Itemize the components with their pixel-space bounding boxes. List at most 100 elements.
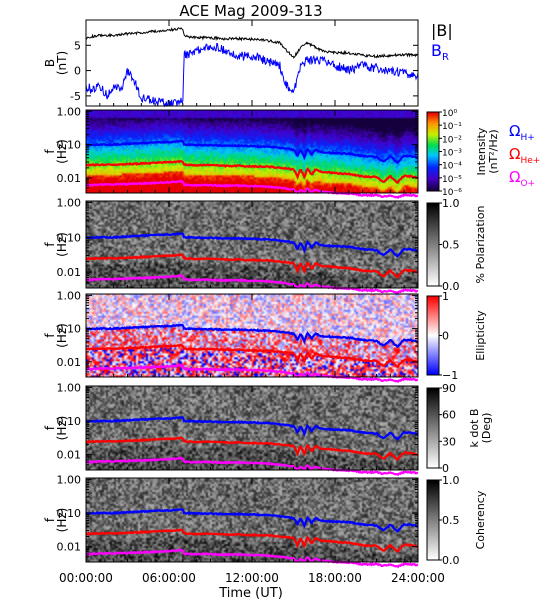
colorbar-unit: (nT²/Hz) [487, 129, 500, 173]
x-tick-label: 06:00:00 [142, 571, 196, 585]
colorbar: 90 60 30 0 k dot B (Deg) [426, 382, 493, 475]
legend-entry-o-sub: O+ [520, 179, 535, 189]
y-tick-label: 0.10 [57, 231, 82, 244]
colorbar-tick-label: 10⁰ [442, 109, 457, 119]
colorbar: 1.0 0.5 0.0 Coherency [426, 474, 487, 567]
legend-entry-br: BR [431, 41, 449, 63]
colorbar-tick-label: 10⁻⁵ [442, 175, 462, 185]
colorbar-tick-label: 60 [442, 409, 456, 422]
gyrofrequency-line-o [85, 456, 419, 477]
y-tick-label: 0.10 [57, 507, 82, 520]
y-axis-label: B [43, 59, 57, 67]
colorbar-label: k dot B [468, 409, 481, 448]
colorbar-tick-label: 10⁻¹ [442, 122, 462, 132]
colorbar-gradient [427, 203, 439, 286]
colorbar-tick-label: 0.5 [442, 239, 460, 252]
gyrofrequency-line-o [85, 363, 419, 384]
y-axis-unit: (nT) [55, 51, 69, 75]
colorbar-tick-label: 0.0 [442, 554, 460, 567]
legend-entry-he-sub: He+ [520, 156, 540, 166]
gyrofrequency-line-o [85, 179, 419, 200]
colorbar-gradient [427, 112, 439, 191]
colorbar-frame [426, 387, 440, 469]
colorbar-tick-label: 0 [442, 330, 449, 343]
colorbar-tick-label: 0.0 [442, 280, 460, 293]
legend-entry-b-magnitude-main: |B| [431, 21, 453, 40]
x-tick-label: 00:00:00 [59, 571, 113, 585]
spectrogram-image [86, 294, 418, 377]
y-tick-label: 0.01 [57, 449, 82, 462]
y-tick-label: 0.10 [57, 323, 82, 336]
colorbar-label: Ellipticity [474, 310, 487, 361]
colorbar-tick-label: −1 [442, 369, 458, 382]
spectrogram-image [86, 386, 418, 470]
y-axis-label: f [43, 242, 57, 247]
y-axis-label: f [43, 333, 57, 338]
colorbar-tick-label: 0 [442, 462, 449, 475]
legend-entry-he-main: Ω [509, 145, 520, 163]
legend-entry-o: ΩO+ [509, 168, 535, 189]
panel-3: 1.00 0.10 0.01 1.0 0.5 0.0 % Polarization f(Hz) [43, 196, 487, 295]
x-tick-label: 18:00:00 [308, 571, 362, 585]
y-axis-unit: (Hz) [55, 323, 69, 348]
x-axis-label: Time (UT) [218, 586, 283, 600]
colorbar-tick-label: 10⁻² [442, 135, 462, 145]
y-axis-label: f [43, 517, 57, 522]
y-tick-label: 5 [74, 39, 81, 52]
gyrofrequency-line-h [85, 508, 419, 533]
x-tick-label: 12:00:00 [225, 571, 279, 585]
panel-5: 1.00 0.10 0.01 90 60 30 0 k dot B (Deg) f(Hz) [43, 381, 493, 477]
y-tick-label: 0.01 [57, 266, 82, 279]
colorbar-tick-label: 30 [442, 435, 456, 448]
y-axis-label: f [43, 425, 57, 430]
gyrofrequency-line-h [85, 323, 419, 349]
y-tick-label: -5 [70, 90, 81, 103]
colorbar-unit: (Deg) [480, 413, 493, 444]
colorbar-tick-label: 10⁻⁴ [442, 162, 462, 172]
y-tick-label: 0.10 [57, 139, 82, 152]
colorbar-tick-label: 10⁻⁶ [442, 188, 462, 198]
legend-entry-h-main: Ω [509, 122, 520, 140]
y-tick-label: 1.00 [57, 289, 82, 302]
series-line-b-magnitude [85, 27, 419, 59]
colorbar-label: Intensity [475, 127, 488, 175]
gyrofrequency-line-h [85, 232, 419, 258]
gyrofrequency-line-o [85, 273, 419, 295]
spectrogram-image [86, 201, 418, 288]
legend-entry-o-main: Ω [509, 168, 520, 186]
y-tick-label: 0.01 [57, 541, 82, 554]
x-tick-label: 24:00:00 [391, 571, 445, 585]
colorbar-gradient [427, 480, 439, 560]
colorbar-tick-label: 1.0 [442, 474, 460, 487]
colorbar-tick-label: 90 [442, 382, 456, 395]
y-tick-label: 1.00 [57, 473, 82, 486]
y-tick-label: 1.00 [57, 105, 82, 118]
y-axis-unit: (Hz) [55, 139, 69, 164]
gyrofrequency-line-he [86, 528, 419, 553]
gyrofrequency-line-h [85, 416, 419, 441]
y-tick-label: 0.01 [57, 356, 82, 369]
y-tick-label: 1.00 [57, 381, 82, 394]
gyrofrequency-line-he [86, 253, 418, 279]
colorbar-tick-label: 0.5 [442, 514, 460, 527]
spectrogram-image [86, 478, 418, 562]
legend-entry-br-main: B [431, 41, 442, 60]
y-tick-label: 1.00 [57, 196, 82, 209]
gyrofrequency-line-he [86, 159, 418, 184]
y-axis-unit: (Hz) [55, 508, 69, 533]
colorbar-gradient [427, 388, 439, 468]
colorbar-tick-label: 1 [442, 290, 449, 303]
panel-4: 1.00 0.10 0.01 1 0 −1 Ellipticity f(Hz) [43, 289, 487, 384]
colorbar-label: % Polarization [474, 206, 487, 284]
panel-stack: |B|BR50-5B(nT)1.000.100.0110⁰10⁻¹10⁻²10⁻… [43, 19, 540, 569]
legend-entry-he: ΩHe+ [509, 145, 540, 166]
y-axis-label: f [43, 149, 57, 154]
colorbar-tick-label: 10⁻³ [442, 149, 462, 159]
panel-2: 1.00 0.10 0.01 10⁰ 10⁻¹ 10⁻² 10⁻³ 10⁻⁴ 10⁻⁵ 10⁻⁶ I… [43, 105, 540, 200]
spectrogram-image [86, 110, 418, 193]
y-axis-unit: (Hz) [55, 416, 69, 441]
colorbar-gradient [427, 296, 439, 375]
gyrofrequency-line-o [85, 548, 419, 569]
